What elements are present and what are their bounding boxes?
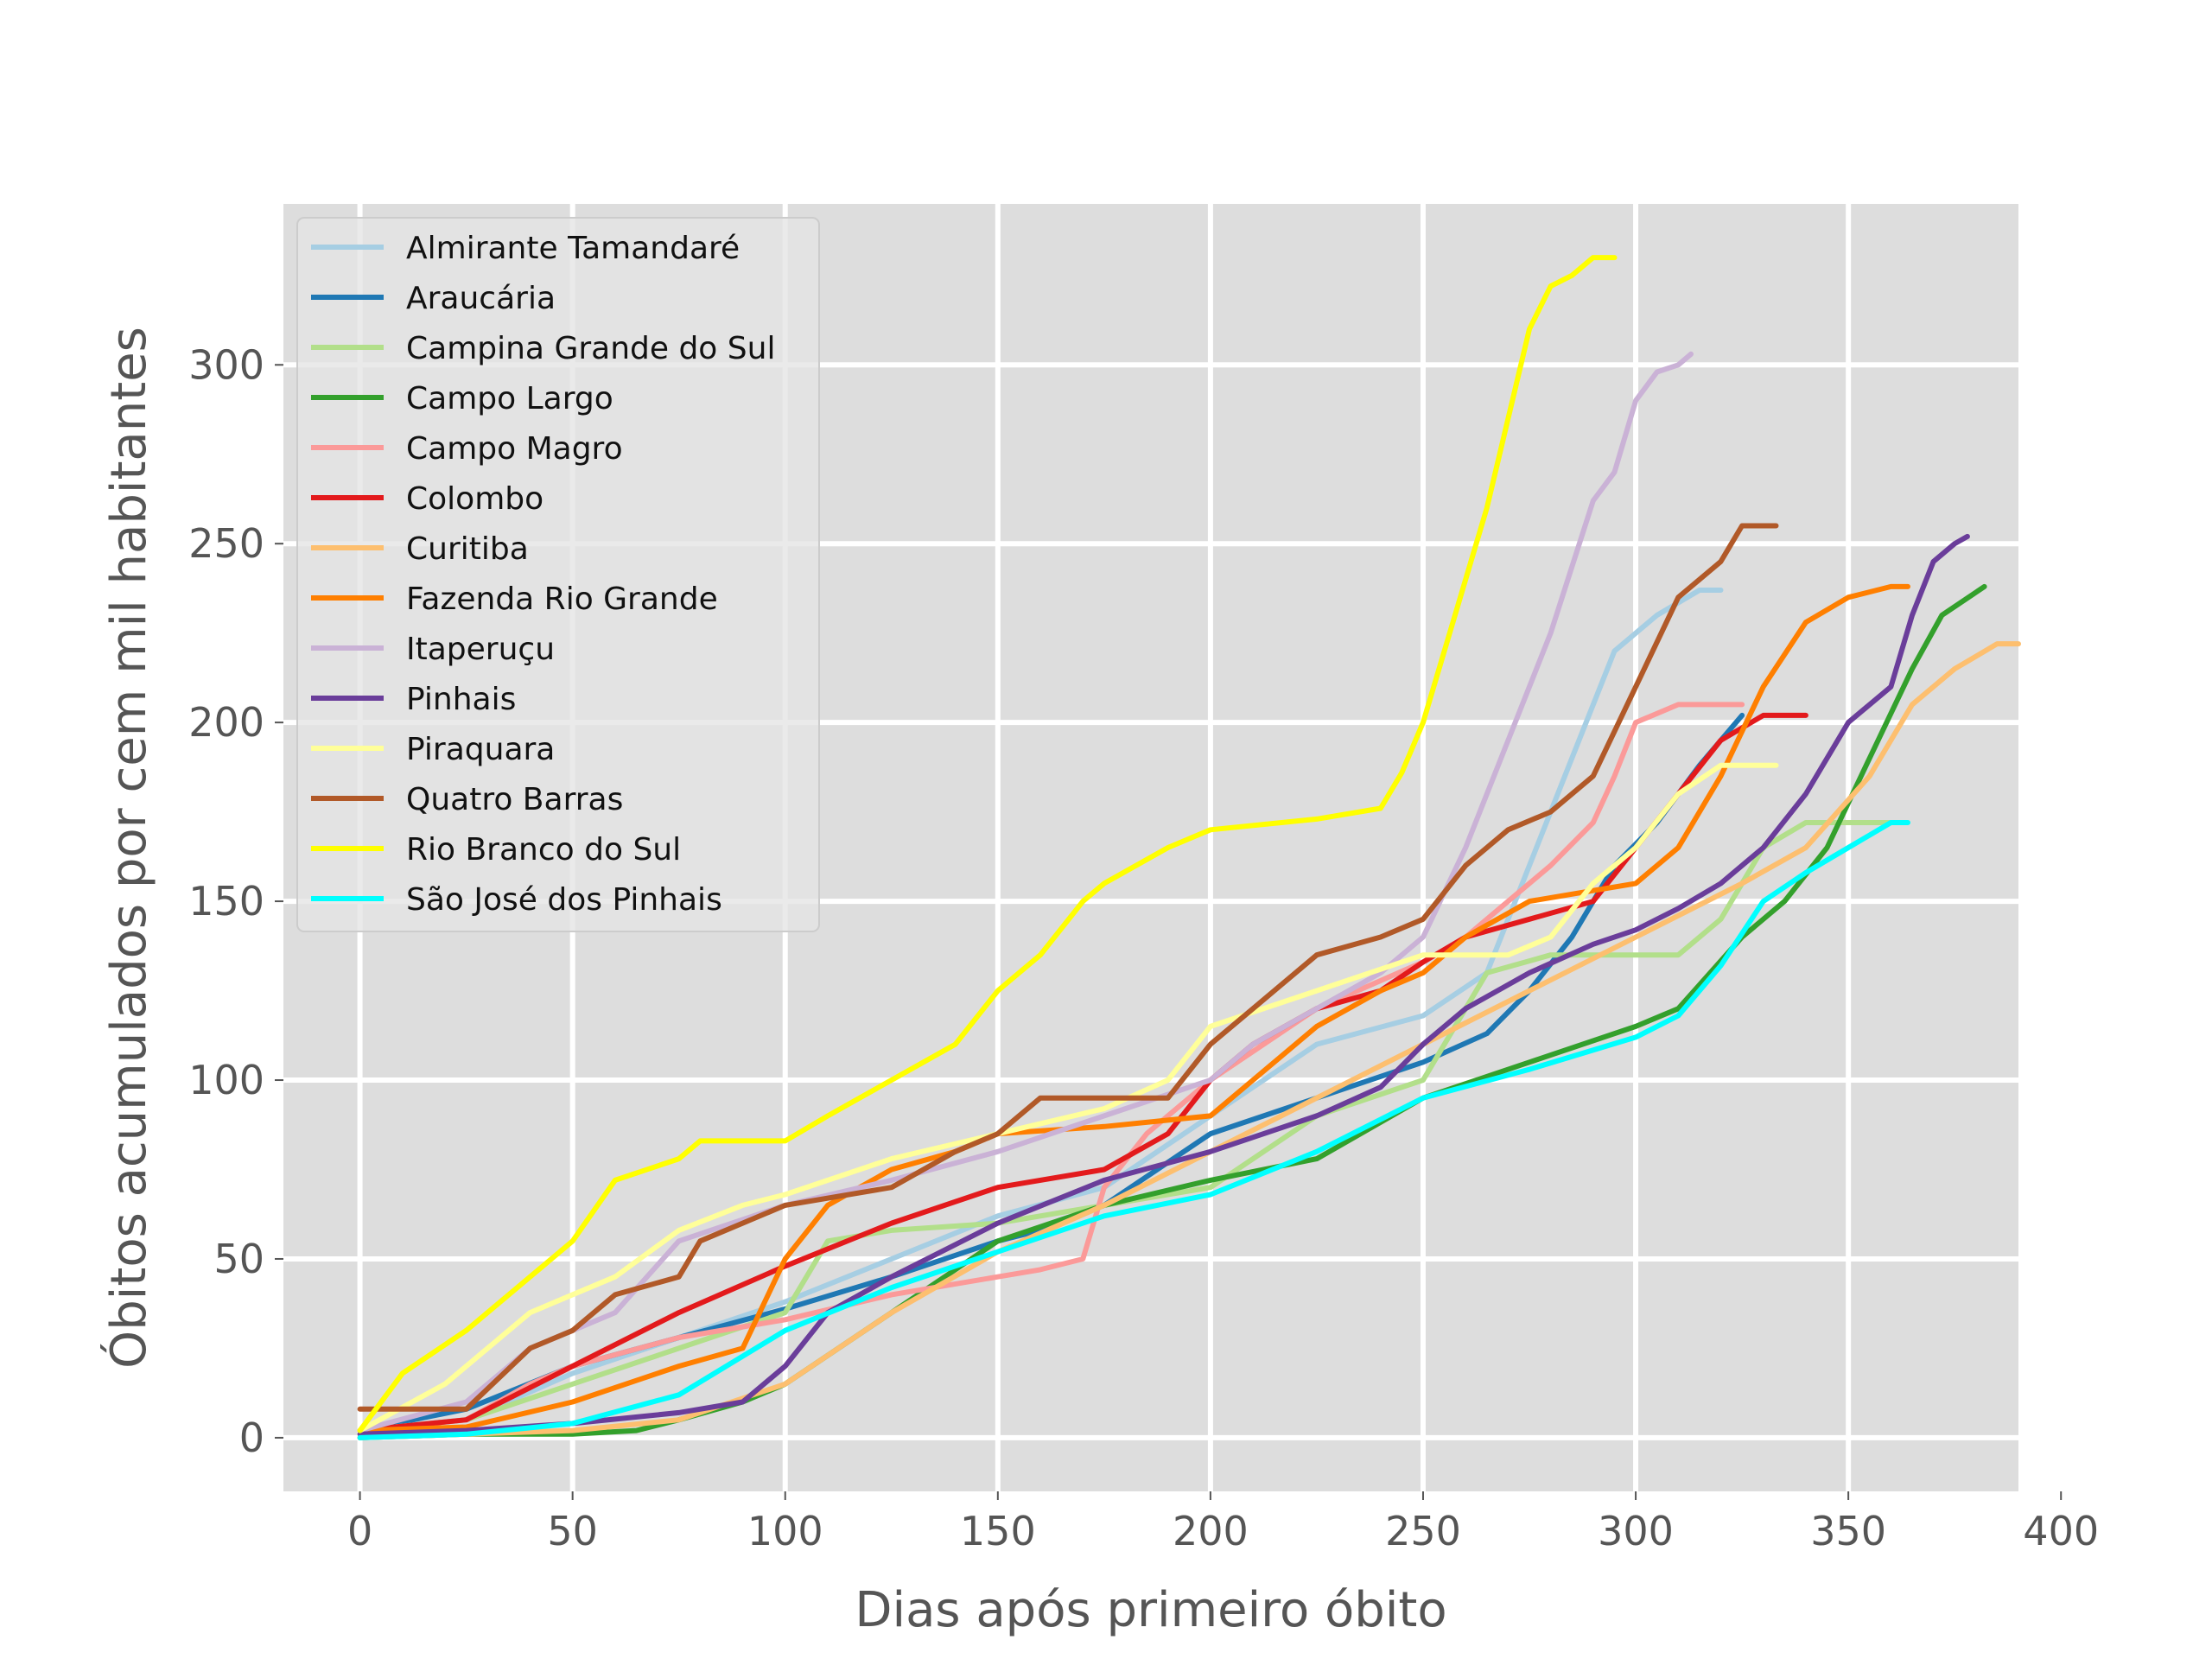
x-tick-label: 100 <box>747 1508 823 1554</box>
series-lines <box>357 255 2021 1440</box>
y-tick-label: 0 <box>239 1414 264 1461</box>
y-tick-label: 200 <box>188 699 264 746</box>
legend-box <box>296 217 820 932</box>
y-tick-label: 50 <box>213 1236 264 1282</box>
legend-entry: Campina Grande do Sul <box>406 331 775 366</box>
x-tick-label: 50 <box>547 1508 598 1554</box>
x-tick-label: 350 <box>1810 1508 1886 1554</box>
legend-entry: Campo Magro <box>406 431 623 467</box>
legend-entry: Almirante Tamandaré <box>406 231 740 266</box>
y-axis-ticks: 0 50 100 150 200 250 300 <box>188 341 283 1461</box>
legend-entry: Fazenda Rio Grande <box>406 582 718 617</box>
x-tick-label: 200 <box>1173 1508 1249 1554</box>
series-line <box>357 641 2021 1440</box>
x-tick-label: 0 <box>347 1508 372 1554</box>
legend-entry: Quatro Barras <box>406 782 623 817</box>
legend-entry: Curitiba <box>406 531 529 567</box>
legend-entry: Pinhais <box>406 682 516 717</box>
series-line <box>357 255 1618 1433</box>
legend-entry: Rio Branco do Sul <box>406 832 681 868</box>
series-line <box>357 533 1970 1437</box>
series-line <box>357 820 1910 1440</box>
x-tick-label: 300 <box>1598 1508 1674 1554</box>
series-line <box>357 762 1779 1433</box>
legend: Almirante Tamandaré Araucária Campina Gran… <box>296 217 820 932</box>
y-axis-label: Óbitos acumulados por cem mil habitantes <box>101 327 157 1369</box>
series-line <box>357 351 1694 1433</box>
x-axis-ticks: 0 50 100 150 200 250 300 350 400 <box>347 1491 2099 1554</box>
x-tick-label: 250 <box>1385 1508 1461 1554</box>
legend-entry: Campo Largo <box>406 381 613 416</box>
x-tick-label: 400 <box>2023 1508 2099 1554</box>
y-tick-label: 300 <box>188 341 264 388</box>
series-line <box>357 523 1779 1412</box>
x-tick-label: 150 <box>960 1508 1036 1554</box>
legend-entry: Araucária <box>406 281 556 316</box>
y-tick-label: 250 <box>188 520 264 567</box>
y-tick-label: 100 <box>188 1057 264 1103</box>
legend-entry: São José dos Pinhais <box>406 882 722 918</box>
legend-entry: Piraquara <box>406 732 555 767</box>
y-tick-label: 150 <box>188 878 264 925</box>
series-line <box>357 702 1745 1433</box>
series-line <box>357 583 1910 1433</box>
legend-entry: Colombo <box>406 481 543 517</box>
x-axis-label: Dias após primeiro óbito <box>855 1582 1446 1638</box>
legend-entry: Itaperuçu <box>406 632 555 667</box>
